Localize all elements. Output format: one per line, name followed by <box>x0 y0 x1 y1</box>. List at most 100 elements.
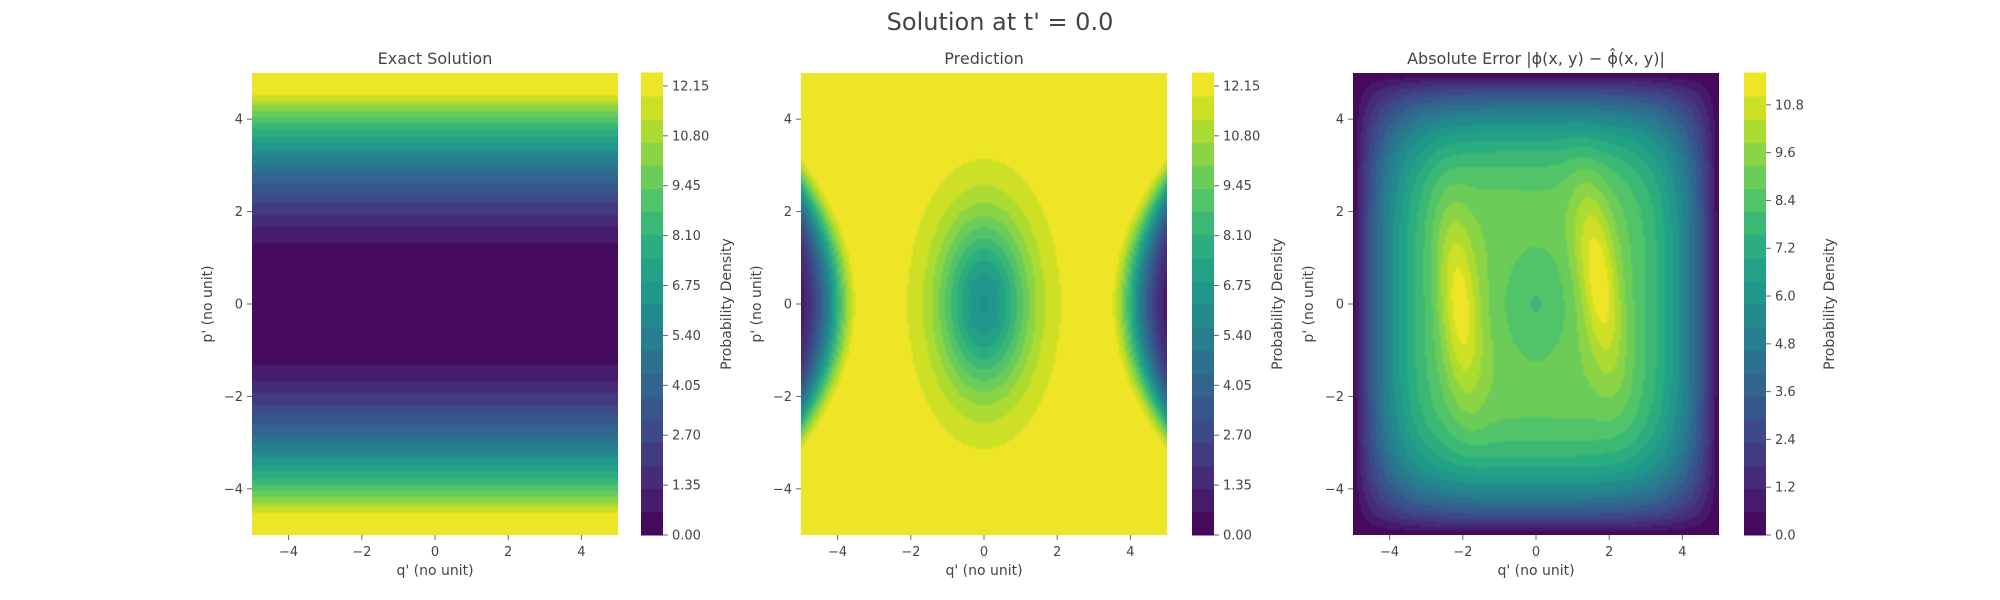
colorbar-band <box>641 72 663 97</box>
colorbar-band <box>1744 234 1766 259</box>
colorbar-band <box>1192 465 1214 490</box>
colorbar-tick-label: 6.75 <box>1223 279 1252 294</box>
colorbar-band <box>641 442 663 467</box>
y-tick-label: 2 <box>784 205 792 220</box>
y-tick-label: −2 <box>224 390 243 405</box>
colorbar: 0.00 1.35 2.70 4.05 5.40 6.75 8.10 9.45 10.80 12.… <box>1192 72 1286 544</box>
colorbar-band <box>1192 326 1214 351</box>
colorbar-tick-label: 4.8 <box>1775 337 1796 352</box>
y-axis-label: p' (no unit) <box>1301 265 1317 342</box>
colorbar-band <box>1744 257 1766 282</box>
colorbar-band <box>1744 280 1766 305</box>
y-axis-label: p' (no unit) <box>200 265 216 342</box>
colorbar-band <box>1744 419 1766 444</box>
colorbar-tick-label: 10.80 <box>672 129 709 144</box>
x-tick-label: 4 <box>1126 545 1134 560</box>
y-tick-label: −4 <box>1325 482 1344 497</box>
plot-title: Prediction <box>944 49 1023 68</box>
colorbar-tick-label: 12.15 <box>672 79 709 94</box>
x-tick-label: 2 <box>1053 545 1061 560</box>
figure-suptitle: Solution at t' = 0.0 <box>887 8 1114 36</box>
y-tick-label: −2 <box>773 390 792 405</box>
colorbar-band <box>641 95 663 120</box>
colorbar-tick-label: 1.2 <box>1775 481 1796 496</box>
y-tick-label: 2 <box>1336 205 1344 220</box>
colorbar-band <box>1744 188 1766 213</box>
colorbar-tick-label: 8.10 <box>672 229 701 244</box>
colorbar-band <box>1744 372 1766 397</box>
colorbar-label: Probability Density <box>719 238 735 370</box>
colorbar-band <box>1192 211 1214 236</box>
heatmap-image <box>1353 73 1719 535</box>
x-tick-label: 4 <box>577 545 585 560</box>
colorbar-tick-label: 10.8 <box>1775 98 1804 113</box>
x-tick-label: −4 <box>828 545 847 560</box>
chart-panel-1: Exact Solution −4 −2 0 2 4 −4 −2 0 2 4 q' (no unit)… <box>200 49 735 579</box>
colorbar-band <box>641 211 663 236</box>
colorbar-band <box>1192 419 1214 444</box>
colorbar-band <box>1192 188 1214 213</box>
colorbar-band <box>1744 442 1766 467</box>
colorbar-band <box>1744 349 1766 374</box>
colorbar-band <box>1744 511 1766 536</box>
colorbar-band <box>1744 395 1766 420</box>
colorbar-tick-label: 12.15 <box>1223 79 1260 94</box>
colorbar-tick-label: 5.40 <box>1223 329 1252 344</box>
colorbar-tick-label: 2.4 <box>1775 433 1796 448</box>
colorbar-band <box>1192 118 1214 143</box>
x-tick-label: −4 <box>1380 545 1399 560</box>
y-tick-label: 4 <box>235 113 243 128</box>
x-tick-label: 2 <box>1605 545 1613 560</box>
colorbar-band <box>641 326 663 351</box>
colorbar-band <box>641 257 663 282</box>
colorbar-tick-label: 7.2 <box>1775 242 1796 257</box>
colorbar-tick-label: 3.6 <box>1775 385 1796 400</box>
x-tick-label: 2 <box>504 545 512 560</box>
colorbar-band <box>1744 118 1766 143</box>
colorbar-tick-label: 4.05 <box>1223 379 1252 394</box>
colorbar-tick-label: 2.70 <box>672 429 701 444</box>
colorbar-band <box>1744 465 1766 490</box>
colorbar-band <box>1192 257 1214 282</box>
colorbar-band <box>1744 488 1766 513</box>
x-tick-label: 0 <box>1532 545 1540 560</box>
colorbar-tick-label: 1.35 <box>1223 479 1252 494</box>
colorbar-band <box>1744 326 1766 351</box>
x-tick-label: 0 <box>980 545 988 560</box>
colorbar-band <box>1192 280 1214 305</box>
colorbar-tick-label: 9.45 <box>1223 179 1252 194</box>
colorbar-band <box>641 164 663 189</box>
y-tick-label: 0 <box>235 298 243 313</box>
colorbar-tick-label: 5.40 <box>672 329 701 344</box>
plot-title: Absolute Error |ϕ(x, y) − ϕ̂(x, y)| <box>1407 48 1665 68</box>
colorbar-band <box>1192 511 1214 536</box>
colorbar-tick-label: 9.6 <box>1775 146 1796 161</box>
colorbar: 0.00 1.35 2.70 4.05 5.40 6.75 8.10 9.45 10.80 12.… <box>641 72 735 544</box>
colorbar-tick-label: 6.75 <box>672 279 701 294</box>
y-tick-label: 0 <box>1336 298 1344 313</box>
colorbar-band <box>1192 372 1214 397</box>
colorbar-band <box>1192 303 1214 328</box>
y-tick-label: 0 <box>784 298 792 313</box>
heatmap-image <box>252 73 618 535</box>
chart-panel-3: Absolute Error |ϕ(x, y) − ϕ̂(x, y)| −4 −2 0… <box>1301 48 1838 579</box>
colorbar-band <box>641 465 663 490</box>
colorbar-band <box>1744 303 1766 328</box>
x-axis-label: q' (no unit) <box>945 563 1022 579</box>
x-tick-label: −2 <box>1453 545 1472 560</box>
colorbar-band <box>1192 488 1214 513</box>
colorbar-tick-label: 4.05 <box>672 379 701 394</box>
colorbar-band <box>641 280 663 305</box>
colorbar: 0.0 1.2 2.4 3.6 4.8 6.0 7.2 8.4 9.6 10.8 Probabili… <box>1744 72 1838 544</box>
colorbar-band <box>641 188 663 213</box>
x-tick-label: −4 <box>279 545 298 560</box>
colorbar-band <box>1192 95 1214 120</box>
colorbar-band <box>641 141 663 166</box>
y-tick-label: 2 <box>235 205 243 220</box>
colorbar-tick-label: 8.10 <box>1223 229 1252 244</box>
y-axis-label: p' (no unit) <box>749 265 765 342</box>
x-axis-label: q' (no unit) <box>1497 563 1574 579</box>
colorbar-label: Probability Density <box>1822 238 1838 370</box>
colorbar-band <box>1192 234 1214 259</box>
plot-title: Exact Solution <box>378 49 493 68</box>
